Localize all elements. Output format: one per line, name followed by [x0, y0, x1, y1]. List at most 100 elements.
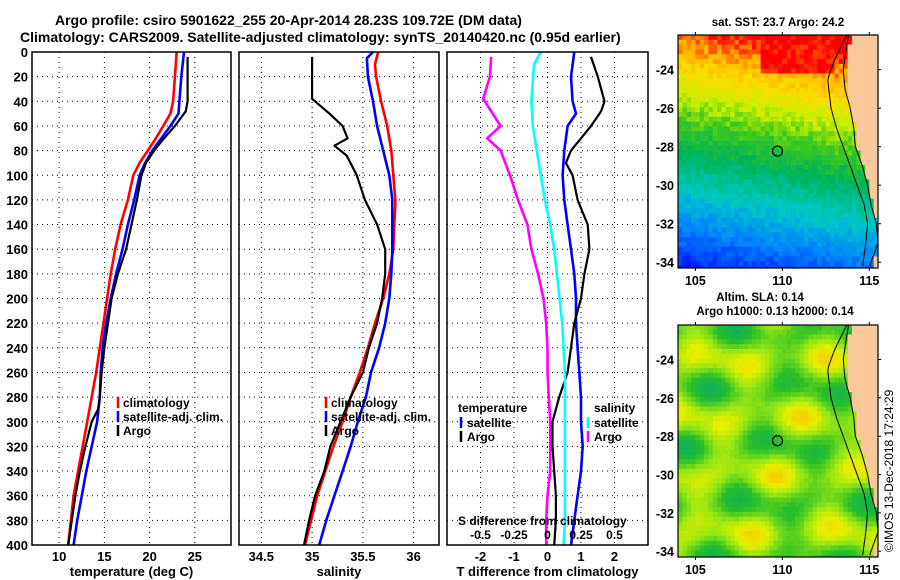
ocean-cell [747, 155, 753, 161]
ocean-cell [834, 227, 840, 233]
ocean-cell [830, 511, 836, 518]
ocean-cell [699, 213, 705, 219]
ocean-cell [791, 387, 796, 393]
ocean-cell [730, 497, 736, 503]
land-cell [873, 478, 878, 484]
ocean-cell [761, 560, 766, 565]
ocean-cell [834, 377, 840, 384]
ocean-cell [695, 425, 701, 432]
ocean-cell [725, 349, 731, 355]
ocean-cell [734, 478, 740, 484]
ocean-cell [747, 169, 753, 176]
ocean-cell [691, 261, 696, 267]
ocean-cell [834, 392, 840, 398]
ocean-cell [825, 464, 831, 470]
ocean-cell [778, 329, 783, 336]
ocean-cell [847, 511, 853, 518]
ocean-cell [751, 526, 757, 532]
ocean-cell [765, 483, 770, 489]
ocean-cell [804, 550, 809, 556]
ocean-cell [756, 126, 762, 132]
ocean-cell [751, 488, 757, 494]
ocean-cell [843, 521, 849, 527]
ocean-cell [769, 179, 775, 185]
land-cell [851, 349, 857, 355]
ocean-cell [804, 44, 809, 50]
ocean-cell [686, 184, 692, 190]
ocean-cell [738, 126, 744, 132]
ocean-cell [708, 459, 714, 465]
land-cell [851, 35, 857, 41]
ocean-cell [808, 203, 814, 209]
ocean-cell [712, 145, 718, 152]
land-cell [847, 368, 853, 374]
ocean-cell [712, 217, 718, 224]
ocean-cell [691, 107, 696, 113]
ocean-cell [782, 363, 788, 369]
land-cell [865, 420, 870, 427]
ocean-cell [856, 545, 862, 551]
ocean-cell [678, 169, 683, 176]
ocean-cell [786, 83, 792, 89]
ocean-cell [812, 468, 818, 475]
ocean-cell [725, 165, 731, 171]
ocean-cell [804, 334, 809, 340]
ocean-cell [825, 232, 831, 238]
land-cell [865, 382, 870, 388]
ocean-cell [712, 516, 718, 523]
ocean-cell [825, 107, 831, 113]
ocean-cell [678, 535, 683, 542]
ocean-cell [708, 449, 714, 455]
ocean-cell [708, 203, 714, 209]
ocean-cell [756, 35, 762, 41]
ocean-cell [721, 227, 727, 233]
map-x-tick-label: 115 [859, 274, 879, 288]
ocean-cell [817, 121, 822, 128]
ocean-cell [756, 430, 762, 436]
ocean-cell [804, 140, 809, 147]
ocean-cell [682, 251, 688, 257]
ocean-cell [725, 126, 731, 132]
ocean-cell [717, 88, 722, 94]
land-cell [869, 39, 875, 46]
ocean-cell [717, 102, 722, 108]
ocean-cell [751, 179, 757, 185]
ocean-cell [843, 44, 849, 50]
ocean-cell [817, 420, 822, 427]
ocean-cell [773, 59, 779, 65]
ocean-cell [760, 483, 766, 489]
ocean-cell [782, 526, 788, 532]
ocean-cell [804, 208, 809, 214]
ocean-cell [743, 325, 749, 331]
land-cell [851, 44, 857, 50]
ocean-cell [751, 531, 757, 537]
ocean-cell [712, 531, 718, 537]
ocean-cell [760, 222, 766, 229]
land-cell [869, 116, 875, 123]
ocean-cell [804, 396, 809, 403]
ocean-cell [812, 473, 818, 479]
ocean-cell [712, 387, 718, 393]
ocean-cell [712, 222, 718, 229]
ocean-cell [747, 140, 753, 147]
ocean-cell [730, 102, 736, 108]
ocean-cell [812, 459, 818, 465]
ocean-cell [782, 102, 788, 108]
ocean-cell [782, 473, 788, 479]
ocean-cell [678, 136, 683, 142]
ocean-cell [773, 349, 779, 355]
ocean-cell [786, 169, 792, 176]
ocean-cell [843, 112, 849, 118]
ocean-cell [808, 440, 814, 446]
ocean-cell [804, 349, 809, 355]
ocean-cell [812, 54, 818, 60]
ocean-cell [725, 140, 731, 147]
ocean-cell [834, 368, 840, 374]
ocean-cell [717, 555, 722, 557]
ocean-cell [834, 540, 840, 547]
ocean-cell [699, 165, 705, 171]
ocean-cell [712, 502, 718, 508]
ocean-cell [847, 145, 853, 152]
ocean-cell [821, 107, 827, 113]
ocean-cell [851, 160, 857, 166]
